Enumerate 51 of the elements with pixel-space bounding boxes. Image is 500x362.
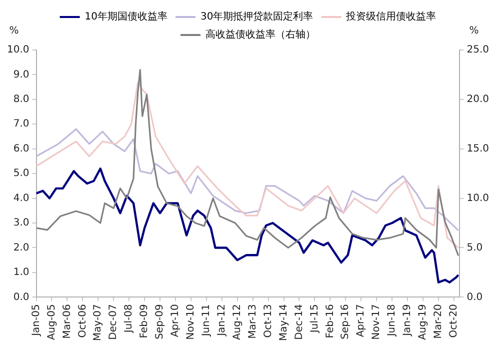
x-tick-label: Feb-09 [139, 304, 150, 338]
y-tick-label: 0.0 [13, 292, 30, 303]
y-axis-title: % [9, 26, 19, 37]
x-tick-label: Jul-15 [309, 304, 320, 334]
y-tick-label: 10.0 [7, 44, 30, 56]
x-tick-label: Feb-16 [324, 304, 336, 338]
x-tick-label: Sep-16 [340, 304, 352, 340]
x-tick-label: Oct-06 [77, 304, 88, 338]
y-tick-label: 4.0 [13, 192, 30, 204]
x-tick-label: Oct-13 [262, 304, 274, 338]
y-tick-label: 2.0 [13, 242, 30, 254]
x-tick-label: Jun-11 [201, 304, 212, 338]
y-tick-label: 3.0 [13, 218, 30, 229]
x-tick-label: Aug-12 [232, 304, 243, 340]
y2-tick-label: 15.0 [466, 143, 489, 154]
x-tick-label: Nov-10 [186, 304, 197, 340]
x-tick-label: Nov-17 [371, 304, 382, 340]
y2-tick-label: 20.0 [466, 94, 489, 106]
x-tick-label: Mar-20 [433, 304, 444, 339]
x-tick-label: Jan-19 [402, 304, 414, 337]
y-tick-label: 9.0 [13, 69, 30, 80]
y-tick-label: 6.0 [13, 143, 30, 154]
x-tick-label: Sep-09 [154, 304, 166, 340]
y2-tick-label: 25.0 [466, 44, 489, 56]
legend-label: 10年期国债收益率 [84, 10, 168, 23]
y2-axis-title: % [469, 26, 479, 37]
x-tick-label: Jul-08 [124, 304, 135, 334]
x-tick-label: Aug-19 [418, 304, 429, 340]
y-tick-label: 1.0 [13, 267, 30, 278]
x-tick-label: Mar-13 [247, 304, 258, 339]
x-tick-label: May-14 [278, 304, 290, 342]
x-tick-label: Dec-14 [294, 304, 305, 340]
x-tick-label: Jan-12 [216, 304, 228, 337]
y2-tick-label: 5.0 [466, 242, 483, 254]
y-tick-label: 8.0 [13, 94, 30, 106]
y2-tick-label: 0.0 [466, 292, 483, 303]
y-tick-label: 5.0 [13, 168, 30, 180]
x-tick-label: May-07 [92, 304, 104, 342]
x-tick-label: Apr-10 [170, 304, 182, 338]
x-tick-label: Apr-17 [356, 304, 367, 338]
x-tick-label: Mar-06 [62, 304, 73, 339]
y2-tick-label: 10.0 [466, 192, 489, 204]
x-tick-label: Jan-05 [30, 304, 42, 337]
x-tick-label: Dec-07 [108, 304, 120, 340]
y-tick-label: 7.0 [13, 118, 30, 130]
legend-label: 30年期抵押贷款固定利率 [200, 10, 314, 23]
legend-label: 高收益债收益率（右轴） [206, 28, 316, 41]
legend-label: 投资级信用债收益率 [345, 10, 436, 23]
x-tick-label: Jun-18 [386, 304, 398, 338]
x-tick-label: Oct-20 [448, 304, 460, 338]
x-tick-label: Aug-05 [46, 304, 58, 340]
